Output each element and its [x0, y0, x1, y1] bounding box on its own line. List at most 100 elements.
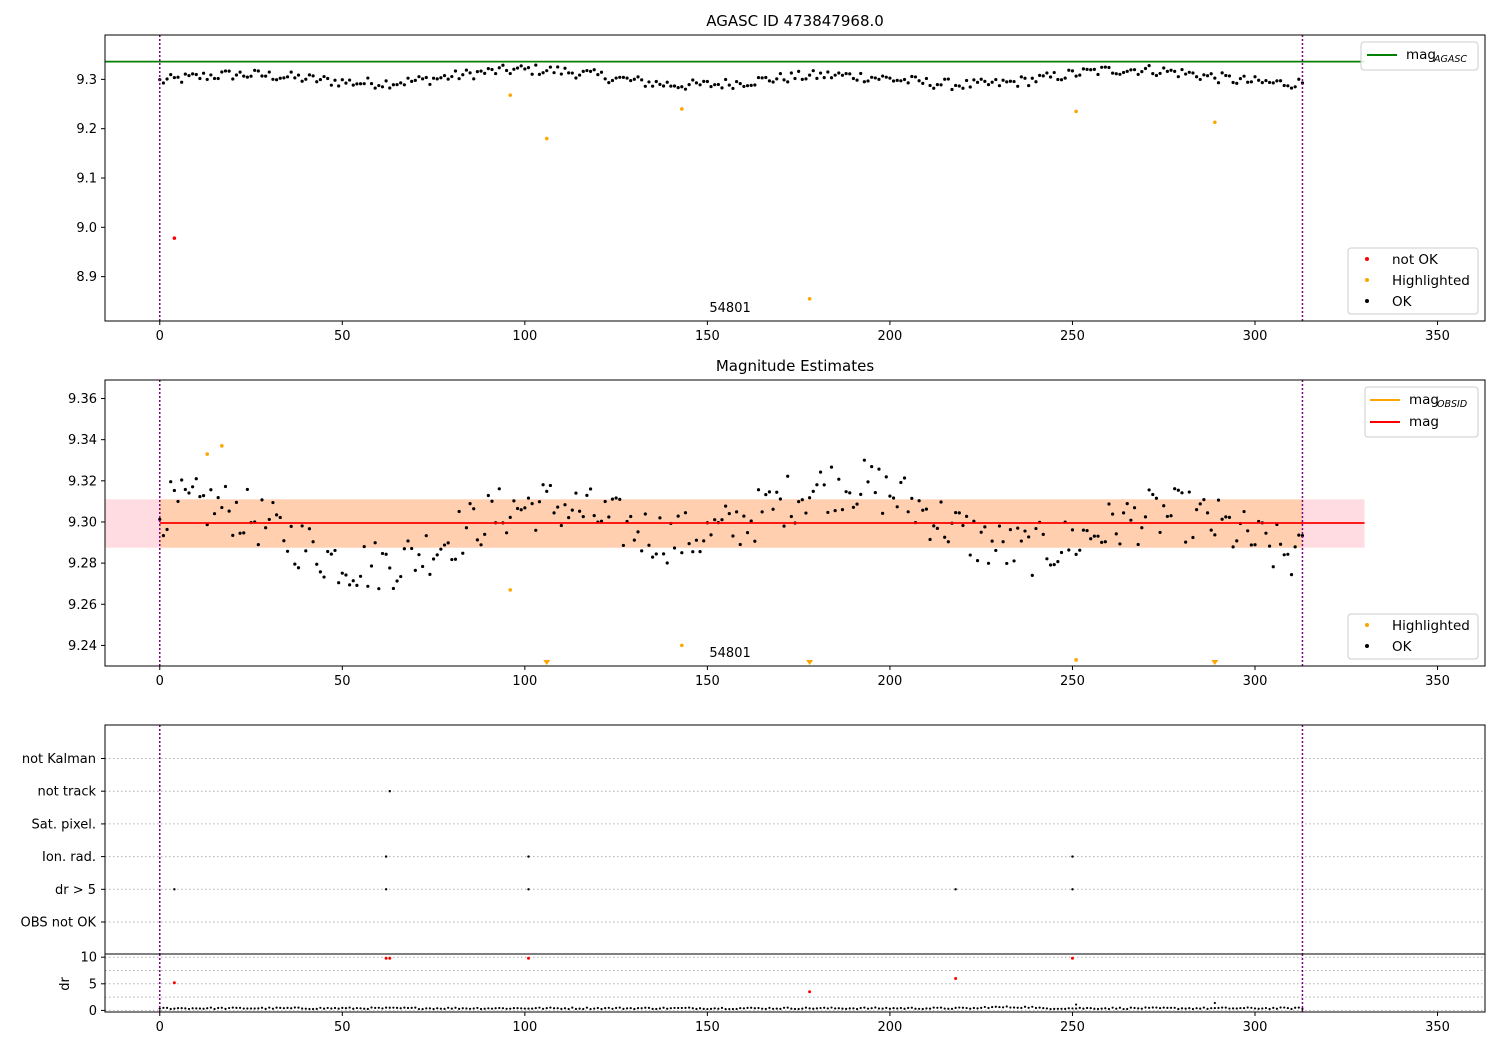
ok-point — [388, 566, 392, 570]
ok-point — [1092, 67, 1096, 71]
ok-point — [654, 79, 658, 84]
ok-point — [1100, 540, 1104, 544]
ok-point — [475, 538, 479, 542]
ok-point — [454, 1006, 457, 1009]
ok-point — [1034, 526, 1038, 531]
ok-point — [234, 73, 239, 77]
ok-point — [1286, 552, 1290, 556]
ok-point — [764, 1007, 767, 1011]
ok-point — [655, 1007, 658, 1011]
ok-point — [1049, 1007, 1052, 1011]
ok-point — [793, 1007, 797, 1011]
ok-point — [413, 78, 417, 82]
x-tick-label: 300 — [1243, 329, 1268, 344]
ok-point — [1209, 72, 1213, 76]
ok-point — [1148, 1006, 1151, 1009]
ok-point — [1191, 1007, 1195, 1011]
x-tick-label: 0 — [156, 674, 164, 689]
ok-point — [596, 1006, 599, 1010]
ok-point — [1144, 1006, 1147, 1009]
ok-point — [264, 74, 268, 78]
ok-point — [969, 1007, 972, 1010]
ok-point — [180, 1007, 183, 1010]
ok-point — [903, 1007, 906, 1010]
ok-point — [1158, 530, 1162, 535]
ok-point — [1125, 502, 1129, 506]
ok-point — [464, 526, 469, 530]
ok-point — [662, 1006, 665, 1009]
legend-marker-highlighted — [1365, 623, 1369, 627]
ok-point — [556, 505, 560, 509]
ok-point — [501, 1007, 505, 1010]
not-ok-point — [172, 236, 177, 240]
ok-point — [775, 77, 779, 81]
ok-point — [282, 539, 286, 543]
ok-point — [756, 75, 761, 80]
ok-point — [632, 77, 636, 81]
ok-point — [1191, 535, 1195, 540]
ok-point — [695, 1007, 698, 1011]
ok-point — [424, 534, 428, 538]
ok-point — [183, 487, 187, 492]
ok-point — [567, 71, 571, 75]
ok-point — [972, 519, 976, 523]
ok-point — [293, 1006, 296, 1009]
x-tick-label: 250 — [1060, 674, 1085, 689]
ok-point — [1096, 1007, 1100, 1011]
ok-point — [1180, 67, 1184, 72]
ok-point — [997, 524, 1002, 528]
flag-category-label: Sat. pixel. — [32, 817, 96, 832]
ok-point — [559, 72, 563, 76]
ok-point — [1246, 80, 1250, 84]
ok-point — [311, 74, 315, 78]
ok-point — [191, 1007, 194, 1010]
ok-point — [734, 79, 739, 84]
ok-point — [859, 492, 863, 496]
ok-point — [530, 72, 534, 76]
legend-lower: Highlighted OK — [1347, 613, 1479, 660]
ok-point — [950, 87, 954, 92]
axes-frame — [104, 724, 1486, 955]
ok-point — [658, 516, 662, 520]
ok-point — [998, 1005, 1001, 1009]
ok-point — [432, 1007, 435, 1011]
ok-point — [526, 496, 531, 500]
ok-point — [494, 1007, 497, 1010]
ok-point — [1293, 85, 1297, 89]
highlighted-point — [544, 136, 549, 141]
ok-point — [1213, 1006, 1216, 1010]
ok-point — [1227, 515, 1232, 520]
legend-label-ok: OK — [1392, 639, 1413, 655]
ok-point — [845, 1007, 848, 1010]
ok-point — [282, 76, 286, 80]
ok-point — [1253, 75, 1257, 79]
ok-point — [366, 584, 370, 588]
flag-category-label: not track — [37, 785, 96, 800]
ok-point — [308, 1007, 311, 1011]
ok-point — [202, 1007, 205, 1010]
ok-point — [914, 1007, 917, 1010]
ok-point — [881, 511, 885, 515]
ok-point — [1155, 1006, 1158, 1009]
ok-point — [917, 79, 921, 83]
ok-point — [194, 72, 198, 77]
axes-frame — [104, 953, 1486, 1013]
ok-point — [687, 83, 691, 87]
ok-point — [516, 1007, 519, 1010]
ok-point — [910, 74, 914, 79]
ok-point — [753, 1007, 756, 1010]
ok-point — [286, 1006, 289, 1009]
x-tick-label: 50 — [334, 329, 351, 344]
ok-point — [1272, 1006, 1275, 1009]
ok-point — [582, 1007, 585, 1011]
ok-point — [844, 71, 848, 76]
ok-point — [694, 81, 699, 85]
ok-point — [395, 83, 399, 87]
ok-point — [760, 76, 764, 80]
ok-point — [833, 509, 837, 513]
ok-point — [245, 75, 249, 79]
ok-point — [702, 1007, 705, 1010]
legend-subscript-obsid: OBSID — [1437, 399, 1467, 410]
ok-point — [574, 1007, 578, 1011]
ok-point — [560, 1007, 563, 1011]
